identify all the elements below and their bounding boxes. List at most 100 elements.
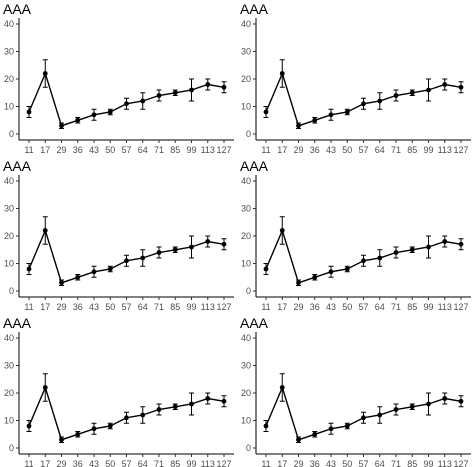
x-tick-label: 17	[277, 302, 287, 312]
y-tick-label: 0	[9, 286, 14, 296]
x-tick-label: 36	[73, 145, 83, 155]
data-point	[393, 250, 399, 255]
x-tick-label: 57	[358, 459, 368, 467]
data-point	[296, 280, 301, 286]
x-tick-label: 11	[24, 302, 33, 312]
y-tick-label: 10	[4, 416, 14, 426]
data-point	[172, 247, 178, 253]
data-point	[393, 407, 399, 412]
data-point	[189, 244, 194, 250]
x-tick-label: 85	[170, 145, 180, 155]
x-tick-label: 50	[342, 459, 352, 467]
x-tick-label: 57	[358, 302, 368, 312]
data-point	[426, 87, 431, 93]
data-point	[75, 431, 81, 437]
x-tick-label: 71	[391, 302, 401, 312]
y-tick-label: 10	[241, 416, 251, 426]
x-tick-label: 71	[391, 459, 401, 467]
x-tick-label: 85	[407, 459, 417, 467]
x-tick-label: 85	[407, 302, 417, 312]
chart-panel: AAA 0 10 20 30 40 11 17 29 36 43 50 57 64 71 85 99 113 127	[240, 1, 471, 155]
data-point	[59, 123, 64, 129]
y-tick-label: 20	[241, 231, 251, 241]
data-point	[156, 250, 162, 255]
data-point	[458, 84, 464, 90]
x-tick-label: 43	[326, 302, 336, 312]
x-tick-label: 11	[24, 459, 33, 467]
data-point	[409, 90, 415, 96]
x-tick-label: 17	[40, 145, 50, 155]
data-point	[107, 109, 113, 115]
y-tick-label: 0	[9, 443, 14, 453]
data-point	[221, 398, 227, 404]
y-tick-label: 40	[241, 19, 251, 29]
data-point	[279, 71, 285, 76]
data-point	[426, 244, 431, 250]
x-tick-label: 36	[73, 459, 83, 467]
chart-title: AAA	[3, 315, 32, 331]
y-tick-label: 30	[241, 361, 251, 371]
x-tick-label: 113	[438, 145, 452, 155]
data-point	[59, 437, 64, 443]
data-point	[140, 98, 146, 104]
data-point	[377, 412, 383, 418]
y-tick-label: 20	[4, 388, 14, 398]
x-tick-label: 64	[375, 145, 385, 155]
data-point	[442, 239, 448, 244]
x-tick-label: 11	[261, 145, 270, 155]
x-tick-label: 113	[438, 459, 452, 467]
x-tick-label: 127	[453, 459, 468, 467]
data-point	[107, 423, 113, 429]
x-tick-label: 85	[170, 459, 180, 467]
y-tick-label: 40	[4, 176, 14, 186]
x-tick-label: 127	[453, 302, 468, 312]
data-point	[205, 239, 211, 244]
data-point	[26, 423, 32, 429]
y-tick-label: 10	[4, 259, 14, 269]
x-tick-label: 29	[56, 145, 66, 155]
x-tick-label: 36	[310, 145, 320, 155]
chart-panel: AAA 0 10 20 30 40 11 17 29 36 43 50 57 64 71 85 99 113 127	[3, 1, 234, 155]
x-tick-label: 71	[154, 459, 164, 467]
data-point	[91, 269, 97, 275]
x-tick-label: 64	[138, 459, 148, 467]
x-tick-label: 57	[121, 145, 131, 155]
x-tick-label: 127	[453, 145, 468, 155]
y-tick-label: 30	[4, 361, 14, 371]
data-point	[75, 274, 81, 280]
y-tick-label: 40	[4, 333, 14, 343]
data-point	[124, 415, 129, 421]
data-point	[42, 71, 48, 76]
data-point	[263, 266, 269, 272]
data-point	[140, 412, 146, 418]
data-point	[361, 101, 366, 107]
data-point	[124, 101, 129, 107]
x-tick-label: 113	[438, 302, 452, 312]
data-point	[458, 241, 464, 247]
data-point	[328, 112, 334, 118]
x-tick-label: 85	[407, 145, 417, 155]
data-point	[221, 84, 227, 90]
x-tick-label: 113	[201, 459, 215, 467]
x-tick-label: 99	[186, 459, 196, 467]
data-point	[328, 269, 334, 275]
x-tick-label: 99	[423, 302, 433, 312]
x-tick-label: 99	[186, 145, 196, 155]
data-point	[296, 123, 301, 129]
x-tick-label: 99	[423, 459, 433, 467]
data-point	[124, 258, 129, 264]
y-tick-label: 30	[241, 47, 251, 57]
chart-title: AAA	[3, 1, 32, 17]
x-tick-label: 17	[40, 459, 50, 467]
data-point	[205, 82, 211, 87]
data-point	[279, 228, 285, 233]
x-tick-label: 43	[89, 459, 99, 467]
chart-title: AAA	[240, 1, 269, 17]
x-tick-label: 11	[24, 145, 33, 155]
x-tick-label: 99	[186, 302, 196, 312]
y-tick-label: 30	[241, 204, 251, 214]
x-tick-label: 50	[105, 302, 115, 312]
x-tick-label: 127	[216, 302, 231, 312]
y-tick-label: 20	[241, 74, 251, 84]
x-tick-label: 29	[293, 459, 303, 467]
